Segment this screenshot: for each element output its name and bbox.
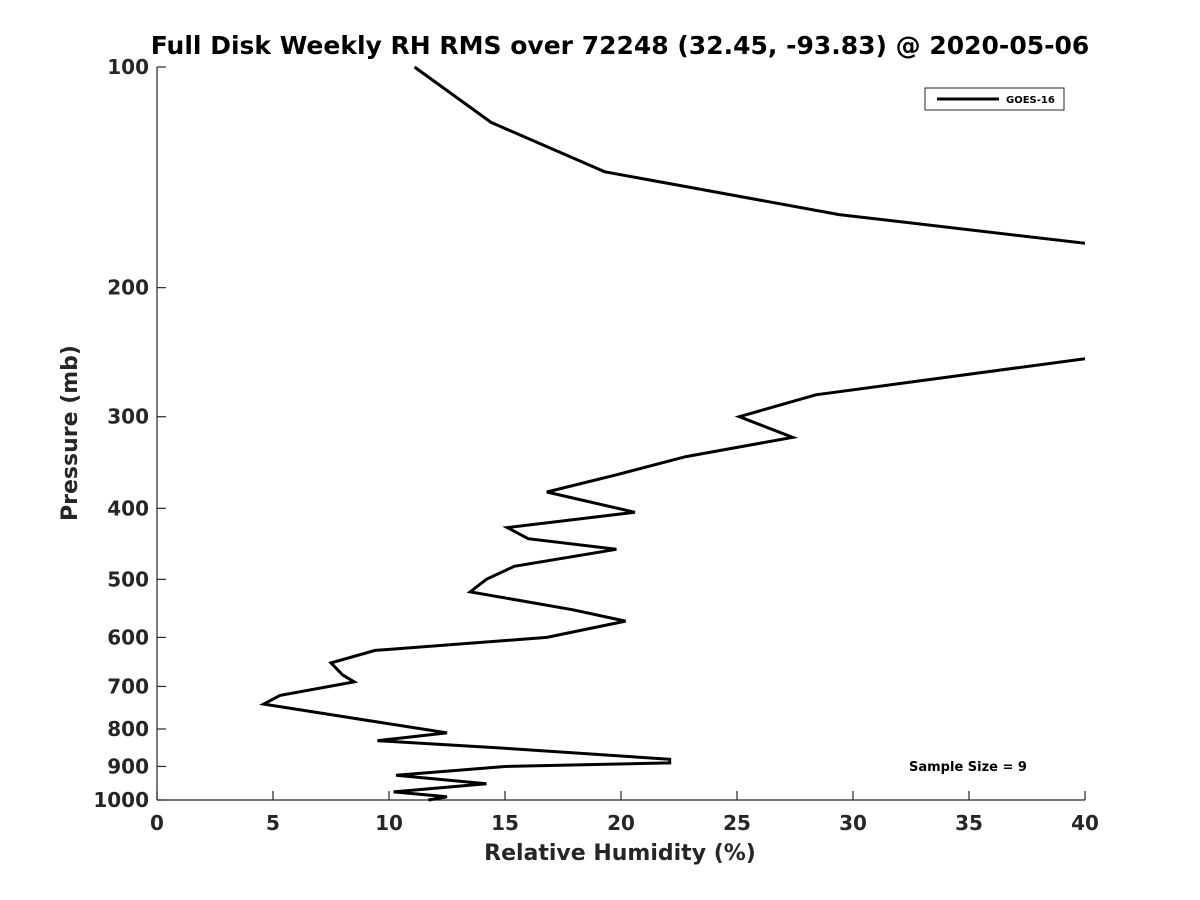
x-axis-label: Relative Humidity (%) xyxy=(484,841,756,866)
x-tick-label: 5 xyxy=(266,811,280,835)
x-tick-label: 0 xyxy=(150,811,164,835)
y-tick-label: 200 xyxy=(107,276,149,300)
plot-area xyxy=(259,65,1085,802)
x-tick-label: 10 xyxy=(375,811,403,835)
x-tick-label: 35 xyxy=(955,811,983,835)
series-line-goes-16 xyxy=(259,65,1085,802)
y-tick-label: 1000 xyxy=(93,788,149,812)
y-tick-label: 500 xyxy=(107,567,149,591)
legend-label: GOES-16 xyxy=(1006,95,1055,106)
y-tick-label: 900 xyxy=(107,754,149,778)
axes: 0 5 10 15 20 25 30 35 40 100 200 300 400 500 600 700 800… xyxy=(93,55,1099,835)
x-tick-label: 40 xyxy=(1071,811,1099,835)
y-tick-label: 800 xyxy=(107,717,149,741)
y-tick-label: 600 xyxy=(107,625,149,649)
sample-size-annotation: Sample Size = 9 xyxy=(909,760,1027,775)
y-tick-label: 100 xyxy=(107,55,149,79)
y-tick-label: 700 xyxy=(107,674,149,698)
y-axis-label: Pressure (mb) xyxy=(58,345,83,521)
x-tick-label: 25 xyxy=(723,811,751,835)
x-tick-label: 30 xyxy=(839,811,867,835)
y-tick-label: 300 xyxy=(107,405,149,429)
legend: GOES-16 xyxy=(924,87,1065,111)
x-tick-label: 15 xyxy=(491,811,519,835)
chart-title: Full Disk Weekly RH RMS over 72248 (32.4… xyxy=(151,31,1090,60)
x-tick-label: 20 xyxy=(607,811,635,835)
y-tick-label: 400 xyxy=(107,496,149,520)
